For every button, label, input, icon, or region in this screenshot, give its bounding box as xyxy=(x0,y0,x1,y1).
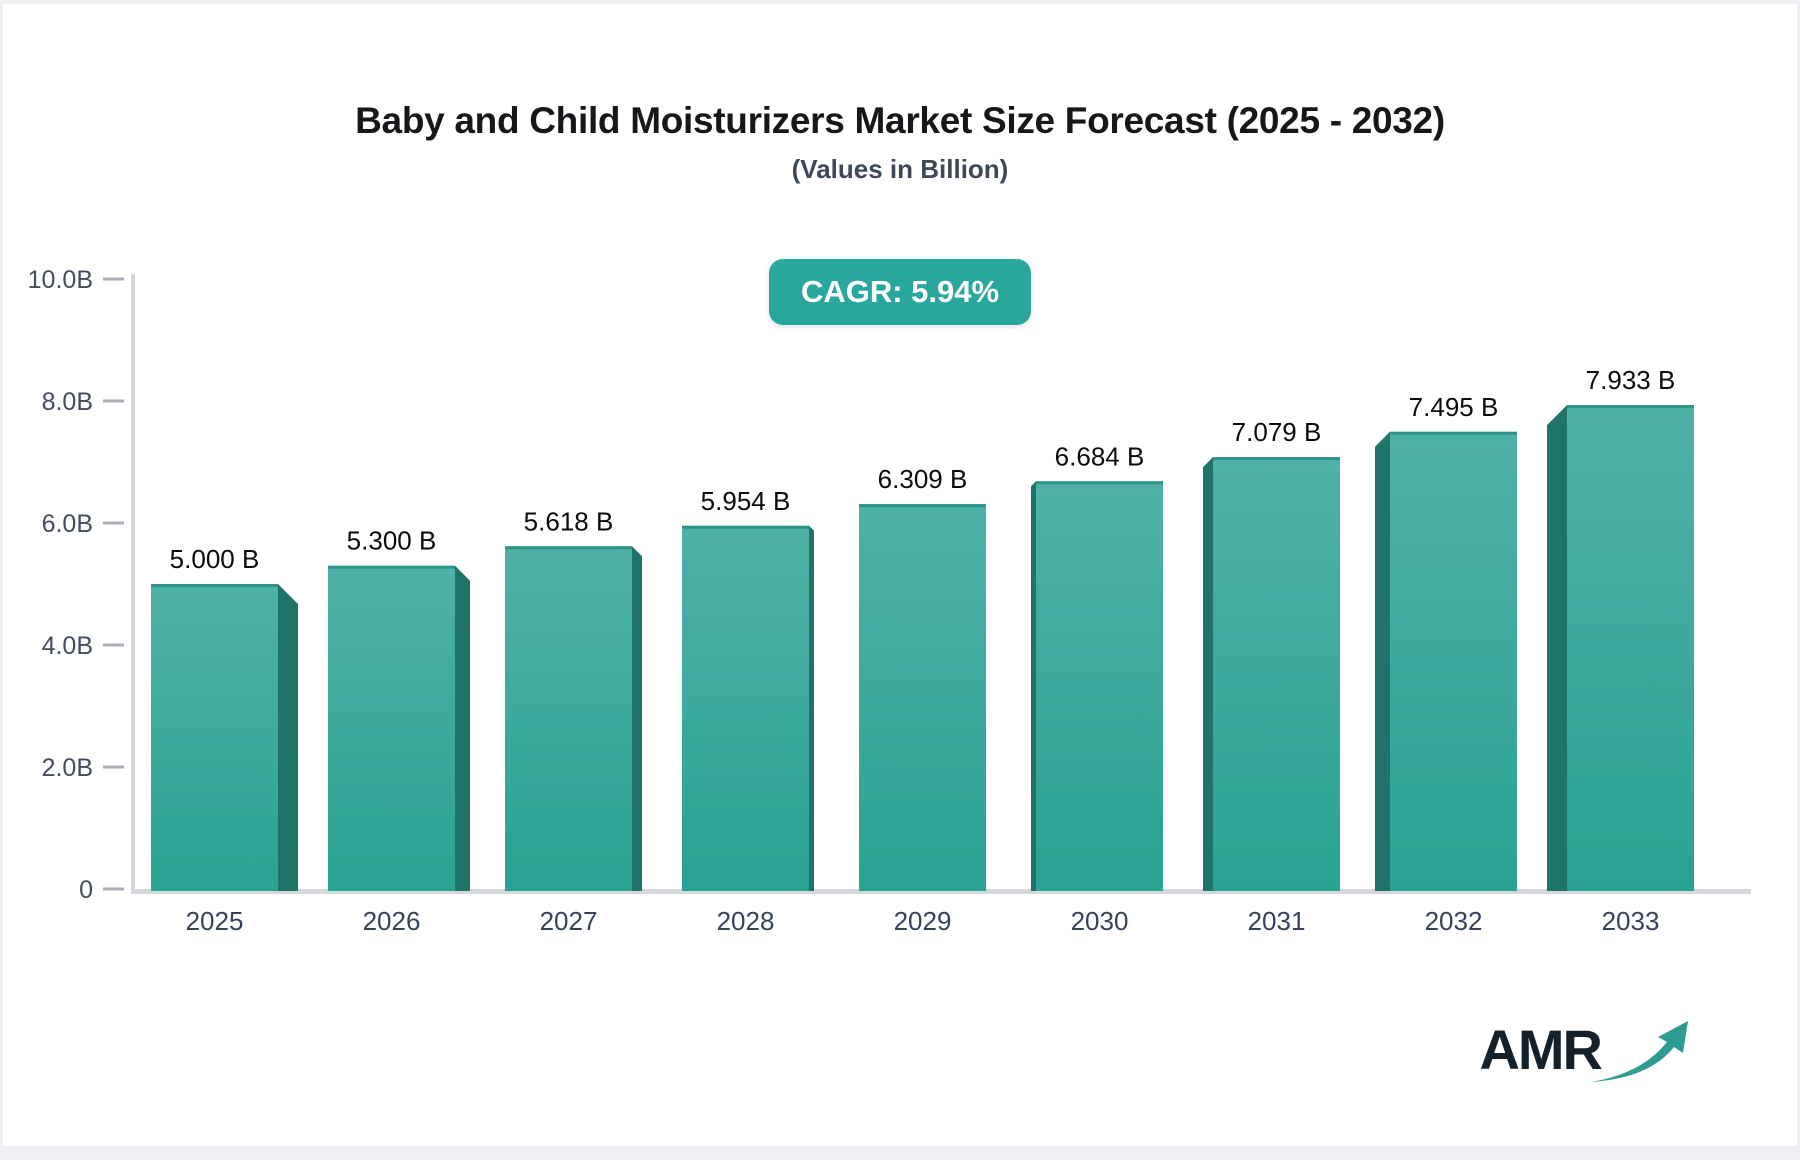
value-label-2030: 6.684 B xyxy=(1055,441,1145,471)
bar-2033 xyxy=(1567,405,1694,891)
value-label-2029: 6.309 B xyxy=(878,464,968,494)
y-tick-label-10.0B: 10.0B xyxy=(28,266,93,294)
x-tick-label-2026: 2026 xyxy=(363,906,421,936)
bar-side-face-2030 xyxy=(1031,481,1036,891)
bar-2029 xyxy=(859,504,986,891)
value-label-2033: 7.933 B xyxy=(1586,365,1676,395)
bar-side-face-2028 xyxy=(809,525,814,891)
bar-side-face-2025 xyxy=(278,584,298,891)
bar-2027 xyxy=(505,546,632,891)
value-label-2026: 5.300 B xyxy=(347,526,437,556)
x-tick-label-2028: 2028 xyxy=(717,906,775,936)
x-tick-label-2029: 2029 xyxy=(894,906,952,936)
bar-2031 xyxy=(1213,457,1340,891)
y-tick-label-2.0B: 2.0B xyxy=(42,754,93,782)
x-tick-label-2025: 2025 xyxy=(186,906,244,936)
x-tick-label-2033: 2033 xyxy=(1602,906,1660,936)
y-tick-label-8.0B: 8.0B xyxy=(42,388,93,416)
bar-side-face-2033 xyxy=(1547,405,1567,891)
bar-2026 xyxy=(328,565,455,891)
brand-logo: AMR xyxy=(1479,1018,1699,1094)
value-label-2028: 5.954 B xyxy=(701,486,791,516)
x-tick-label-2032: 2032 xyxy=(1425,906,1483,936)
bar-chart-canvas: 0 2.0B 4.0B 6.0B 8.0B 10.0B 5.000 B 2025 5.300 B… xyxy=(28,266,1751,936)
trend-up-arrow-icon xyxy=(1591,1021,1688,1082)
cagr-badge: CAGR: 5.94% xyxy=(768,259,1032,325)
bar-2032 xyxy=(1390,431,1517,891)
bar-2030 xyxy=(1036,481,1163,891)
bar-side-face-2026 xyxy=(455,565,470,891)
bar-2028 xyxy=(682,525,809,891)
value-label-2031: 7.079 B xyxy=(1232,417,1322,447)
bar-side-face-2032 xyxy=(1375,431,1390,891)
y-tick-label-6.0B: 6.0B xyxy=(42,510,93,538)
chart-title: Baby and Child Moisturizers Market Size … xyxy=(355,100,1445,141)
value-label-2027: 5.618 B xyxy=(524,506,614,536)
bar-side-face-2031 xyxy=(1203,457,1213,891)
chart-subtitle: (Values in Billion) xyxy=(791,154,1009,184)
cagr-badge-wrapper: CAGR: 5.94% xyxy=(3,259,1797,325)
x-tick-label-2031: 2031 xyxy=(1248,906,1306,936)
y-tick-label-0: 0 xyxy=(79,876,93,904)
x-tick-label-2027: 2027 xyxy=(540,906,598,936)
value-label-2032: 7.495 B xyxy=(1409,392,1499,422)
bar-side-face-2027 xyxy=(632,546,642,891)
chart-card: Baby and Child Moisturizers Market Size … xyxy=(3,4,1797,1146)
bar-2025 xyxy=(151,584,278,891)
value-label-2025: 5.000 B xyxy=(170,544,260,574)
brand-logo-text: AMR xyxy=(1479,1018,1603,1081)
y-tick-label-4.0B: 4.0B xyxy=(42,632,93,660)
x-tick-label-2030: 2030 xyxy=(1071,906,1129,936)
